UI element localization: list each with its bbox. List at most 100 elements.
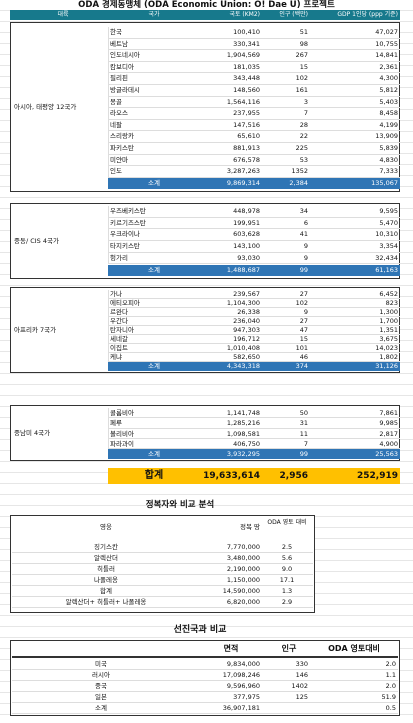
subtotal: 61,163 — [375, 265, 398, 274]
country: 우즈베키스탄 — [110, 207, 146, 215]
row-line — [108, 428, 400, 439]
number: 27 — [299, 290, 308, 298]
row-line — [12, 542, 313, 553]
section-title: 정복자와 비교 분석 — [145, 500, 215, 510]
col-header: 인구 — [281, 644, 297, 653]
number: 9 — [303, 242, 308, 251]
region: 아시아, 태평양 12국가 — [14, 103, 77, 111]
col-header: ODA 영토 대비 — [267, 519, 307, 526]
cell: 377,975 — [233, 693, 260, 701]
cell: 히틀러 — [97, 565, 115, 573]
number: 881,913 — [233, 144, 260, 152]
header-cell: GDP 1인당 (ppp 기준) — [337, 11, 398, 18]
row-line — [108, 326, 400, 335]
number: 1,300 — [379, 308, 398, 316]
row-line — [12, 670, 398, 681]
number: 100,410 — [233, 28, 260, 36]
total-bg — [108, 468, 400, 484]
number: 93,030 — [237, 253, 260, 262]
number: 9 — [303, 308, 308, 316]
number: 148,560 — [233, 86, 260, 94]
number: 9,985 — [379, 419, 398, 428]
number: 823 — [385, 299, 398, 307]
subtotal-bg — [108, 264, 400, 277]
number: 147,516 — [233, 120, 260, 129]
region: 중남미 4국가 — [14, 429, 51, 437]
number: 11 — [299, 429, 308, 438]
cell: 합계 — [100, 587, 112, 595]
group-box — [10, 22, 400, 192]
title: ODA 경제동맹체 (ODA Economic Union: O! Dae U)… — [78, 0, 335, 10]
row-line — [12, 553, 313, 564]
number: 1352 — [291, 167, 308, 176]
row-line — [108, 299, 400, 308]
cell: 9.0 — [281, 565, 293, 573]
number: 267 — [295, 51, 308, 60]
number: 448,978 — [233, 207, 260, 215]
number: 47,027 — [375, 28, 398, 36]
number: 27 — [299, 317, 308, 325]
row-line — [108, 308, 400, 317]
group-box — [10, 287, 400, 373]
cell: 125 — [295, 693, 308, 701]
cell: 9,834,000 — [226, 660, 260, 668]
number: 1,104,300 — [226, 299, 260, 307]
row-line — [108, 438, 400, 450]
country: 가나 — [110, 290, 122, 298]
row-line — [108, 217, 400, 230]
number: 15 — [299, 62, 308, 71]
row-line — [12, 575, 313, 586]
number: 161 — [295, 86, 308, 94]
country: 세네갈 — [110, 335, 128, 343]
subtotal: 2,384 — [289, 178, 308, 187]
number: 13,909 — [375, 132, 398, 141]
subtotal: 99 — [299, 450, 308, 459]
number: 330,341 — [233, 39, 260, 48]
number: 34 — [299, 207, 308, 215]
number: 343,448 — [233, 74, 260, 83]
country: 캄보디아 — [110, 62, 134, 71]
row-line — [108, 229, 400, 242]
cell: 146 — [295, 671, 308, 679]
country: 파라과이 — [110, 439, 134, 448]
row-line — [108, 166, 400, 178]
number: 6 — [303, 218, 308, 227]
country: 파키스탄 — [110, 144, 134, 152]
subtotal: 소계 — [148, 450, 160, 459]
cell: 1,150,000 — [226, 576, 260, 584]
number: 26,338 — [237, 308, 260, 316]
number: 1,285,216 — [226, 419, 260, 428]
row-line — [108, 408, 400, 419]
number: 5,470 — [379, 218, 398, 227]
subtotal: 4,343,318 — [226, 362, 260, 370]
number: 7,333 — [379, 167, 398, 176]
row-line — [108, 143, 400, 155]
row-line — [108, 119, 400, 132]
country: 에티오피아 — [110, 299, 140, 307]
row-line — [108, 154, 400, 167]
cell: 0.5 — [385, 704, 396, 712]
cell: 1.1 — [385, 671, 396, 679]
cell: 미국 — [95, 660, 107, 668]
number: 53 — [299, 155, 308, 164]
subtotal: 25,563 — [375, 450, 398, 459]
number: 3 — [303, 97, 308, 106]
country: 우간다 — [110, 317, 128, 325]
country: 헝가리 — [110, 253, 128, 262]
row-line — [12, 692, 398, 703]
number: 1,564,116 — [226, 97, 260, 106]
row-line — [108, 290, 400, 299]
col-header: ODA 영토대비 — [328, 644, 380, 653]
cell: 3,480,000 — [226, 554, 260, 562]
country: 네팔 — [110, 120, 122, 129]
region: 아프리카 7국가 — [14, 326, 57, 334]
row-line — [12, 564, 313, 575]
header-bg — [10, 10, 400, 20]
subtotal: 3,932,295 — [226, 450, 260, 459]
cell: 소계 — [95, 704, 107, 712]
row-line — [108, 353, 400, 362]
number: 5,403 — [379, 97, 398, 106]
number: 1,010,408 — [226, 344, 260, 352]
number: 10,310 — [375, 230, 398, 239]
region: 중동/ CIS 4국가 — [14, 237, 59, 245]
